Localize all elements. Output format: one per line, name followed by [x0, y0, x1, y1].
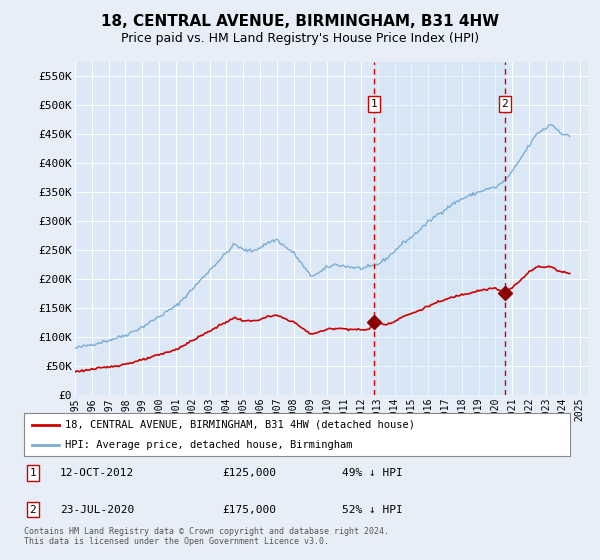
Text: 2: 2 — [502, 99, 508, 109]
Text: 1: 1 — [371, 99, 377, 109]
Text: 12-OCT-2012: 12-OCT-2012 — [60, 468, 134, 478]
Text: 49% ↓ HPI: 49% ↓ HPI — [342, 468, 403, 478]
Text: £175,000: £175,000 — [222, 505, 276, 515]
Text: 23-JUL-2020: 23-JUL-2020 — [60, 505, 134, 515]
Text: 52% ↓ HPI: 52% ↓ HPI — [342, 505, 403, 515]
Text: 2: 2 — [29, 505, 37, 515]
Text: £125,000: £125,000 — [222, 468, 276, 478]
Text: HPI: Average price, detached house, Birmingham: HPI: Average price, detached house, Birm… — [65, 441, 352, 450]
Bar — [374, 62, 505, 395]
Text: 1: 1 — [29, 468, 37, 478]
Text: Price paid vs. HM Land Registry's House Price Index (HPI): Price paid vs. HM Land Registry's House … — [121, 32, 479, 45]
Text: Contains HM Land Registry data © Crown copyright and database right 2024.
This d: Contains HM Land Registry data © Crown c… — [24, 526, 389, 546]
Text: 18, CENTRAL AVENUE, BIRMINGHAM, B31 4HW (detached house): 18, CENTRAL AVENUE, BIRMINGHAM, B31 4HW … — [65, 420, 415, 430]
Text: 18, CENTRAL AVENUE, BIRMINGHAM, B31 4HW: 18, CENTRAL AVENUE, BIRMINGHAM, B31 4HW — [101, 14, 499, 29]
